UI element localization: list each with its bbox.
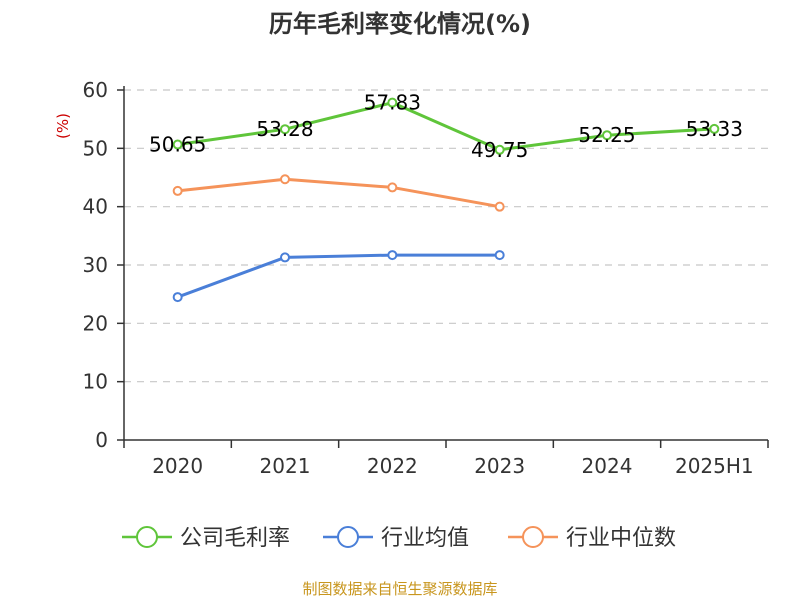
data-point: [709, 123, 720, 134]
data-label: 53.33: [686, 117, 743, 141]
x-axis: 2020 2021 2022 2023 2024 2025H1: [123, 439, 769, 478]
legend-marker: [136, 526, 158, 548]
data-label: 50.65: [149, 133, 206, 157]
x-tick-label: 2023: [474, 454, 525, 478]
plot-area: 50.65 53.28 57.83 49.75 52.25 53.33: [149, 91, 743, 303]
data-point: [494, 250, 505, 261]
series-line: [177, 177, 500, 209]
series-1: [172, 250, 505, 303]
y-tick-label: 0: [95, 428, 108, 452]
data-point: [387, 182, 398, 193]
legend-marker: [337, 526, 359, 548]
legend-item-0: 公司毛利率: [122, 526, 290, 551]
series-2: [172, 174, 505, 212]
chart-title: 历年毛利率变化情况(%): [269, 10, 531, 38]
data-point: [172, 185, 183, 196]
legend: 公司毛利率 行业均值 行业中位数: [122, 526, 676, 551]
source-note: 制图数据来自恒生聚源数据库: [302, 580, 497, 598]
legend-item-2: 行业中位数: [508, 526, 676, 551]
data-point: [387, 97, 398, 108]
data-point: [280, 252, 290, 263]
x-tick-label: 2021: [260, 454, 311, 478]
series-0: 50.65 53.28 57.83 49.75 52.25 53.33: [149, 91, 743, 162]
series-line: [177, 253, 500, 299]
legend-marker: [522, 526, 544, 548]
x-tick-label: 2025H1: [675, 454, 754, 478]
y-tick-label: 20: [83, 311, 108, 335]
y-tick-label: 60: [83, 78, 108, 102]
data-point: [387, 250, 398, 261]
gridlines: [124, 89, 768, 383]
x-tick-label: 2020: [152, 454, 203, 478]
data-point: [494, 201, 505, 212]
y-tick-label: 40: [83, 195, 108, 219]
data-point: [172, 292, 183, 303]
x-tick-label: 2024: [582, 454, 633, 478]
data-point: [602, 130, 612, 141]
y-tick-label: 50: [83, 136, 108, 160]
data-point: [280, 174, 290, 185]
series-line: [177, 101, 715, 152]
legend-item-1: 行业均值: [323, 526, 469, 551]
legend-label: 公司毛利率: [180, 526, 290, 551]
x-tick-label: 2022: [367, 454, 418, 478]
data-label: 53.28: [256, 117, 313, 141]
y-tick-label: 30: [83, 253, 108, 277]
y-tick-label: 10: [83, 370, 108, 394]
y-axis-label: (%): [54, 113, 72, 139]
data-label: 49.75: [471, 138, 528, 162]
data-label: 52.25: [578, 123, 635, 147]
y-axis: 0 10 20 30 40 50 60: [83, 78, 125, 452]
data-point: [280, 124, 290, 135]
data-point: [494, 144, 505, 155]
data-label: 57.83: [364, 91, 421, 115]
legend-label: 行业中位数: [566, 526, 676, 551]
legend-label: 行业均值: [381, 526, 469, 551]
data-point: [172, 139, 183, 150]
